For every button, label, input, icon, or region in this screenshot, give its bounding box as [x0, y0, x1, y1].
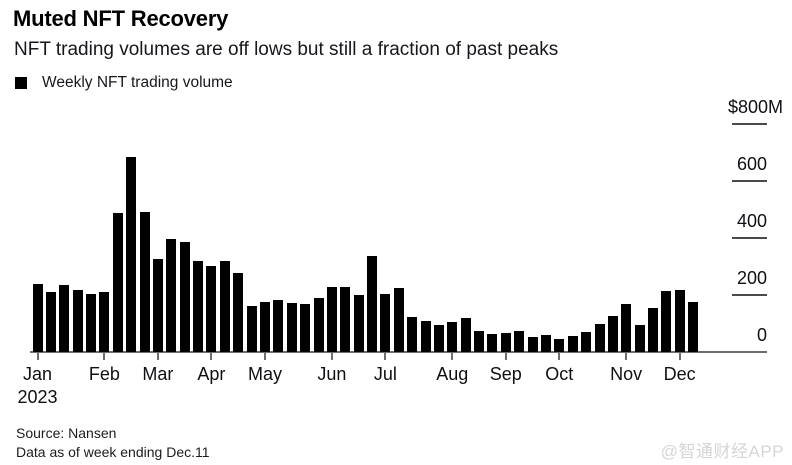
- bar: [219, 261, 230, 352]
- x-axis-label: Jul: [373, 364, 397, 384]
- x-axis-label: Feb: [88, 364, 120, 384]
- bar: [581, 332, 592, 352]
- legend-label: Weekly NFT trading volume: [42, 74, 233, 91]
- bar: [594, 324, 605, 352]
- x-axis-label: May: [247, 364, 282, 384]
- bar: [688, 302, 699, 352]
- bar: [326, 287, 337, 352]
- chart-title: Muted NFT Recovery: [13, 6, 229, 31]
- bar: [246, 306, 257, 352]
- x-axis-tick: [36, 353, 39, 360]
- bar: [353, 295, 364, 352]
- x-axis-label: Oct: [545, 364, 574, 384]
- legend: Weekly NFT trading volume: [15, 74, 233, 92]
- bar: [621, 304, 632, 352]
- x-axis-label: Nov: [610, 364, 643, 384]
- y-axis-label: 400: [736, 211, 767, 231]
- x-axis-tick: [504, 353, 507, 360]
- bar: [527, 337, 538, 352]
- bar: [59, 285, 70, 352]
- bar: [45, 292, 56, 352]
- x-axis-label: Apr: [197, 364, 226, 384]
- chart-subtitle: NFT trading volumes are off lows but sti…: [14, 39, 559, 60]
- y-axis-tick: [732, 294, 767, 296]
- x-axis-tick: [264, 353, 266, 360]
- x-axis-tick: [156, 353, 159, 360]
- bar: [72, 290, 83, 352]
- bar: [166, 239, 177, 352]
- year-label: 2023: [17, 387, 58, 407]
- legend-square-icon: [15, 77, 27, 89]
- bar: [32, 284, 43, 352]
- bar: [648, 308, 658, 352]
- bar: [460, 318, 471, 352]
- x-axis-tick: [103, 353, 106, 360]
- bar: [661, 291, 672, 352]
- source-text: Source: Nansen: [16, 425, 117, 441]
- bar: [407, 317, 418, 352]
- y-axis-label: $800M: [727, 97, 783, 117]
- bar: [152, 259, 163, 352]
- bar: [420, 321, 431, 352]
- bar: [112, 213, 123, 352]
- x-axis-line: [30, 351, 767, 353]
- bar: [193, 261, 204, 352]
- bar: [487, 334, 498, 352]
- bar: [607, 316, 618, 352]
- bar: [340, 287, 351, 352]
- bar: [86, 294, 96, 352]
- bar: [179, 242, 190, 352]
- footer-note: Data as of week ending Dec.11: [16, 444, 210, 460]
- bar: [540, 335, 551, 352]
- bar: [260, 302, 270, 352]
- x-axis-label: Jun: [317, 364, 347, 384]
- y-axis-tick: [732, 237, 767, 239]
- y-axis-label: 200: [736, 268, 767, 288]
- x-axis-label: Sep: [489, 364, 522, 384]
- bar: [567, 336, 578, 352]
- x-axis-label: Mar: [142, 364, 174, 384]
- bar: [99, 292, 110, 352]
- x-axis-tick: [384, 353, 387, 360]
- bar: [367, 256, 377, 352]
- bar: [286, 303, 297, 352]
- watermark: @智通财经APP: [660, 442, 784, 461]
- x-axis-label: Jan: [22, 364, 53, 384]
- bar: [126, 157, 137, 352]
- y-axis-label: 600: [736, 154, 767, 174]
- bar: [273, 300, 284, 352]
- x-axis-tick: [625, 353, 628, 360]
- bar: [233, 273, 244, 352]
- bar: [634, 325, 645, 352]
- y-axis-tick: [732, 180, 767, 182]
- x-axis-label: Aug: [436, 364, 469, 384]
- bar: [139, 212, 150, 352]
- y-axis-tick: [732, 123, 767, 125]
- bar: [554, 339, 565, 352]
- x-axis-tick: [451, 353, 454, 360]
- x-axis-label: Dec: [663, 364, 696, 384]
- x-axis-tick: [210, 353, 213, 360]
- x-axis-tick: [330, 353, 333, 360]
- x-axis-tick: [678, 353, 681, 360]
- bar: [514, 331, 525, 352]
- bar: [474, 331, 484, 352]
- bar: [500, 333, 511, 352]
- source-block: Source: Nansen Data as of week ending De…: [16, 424, 210, 462]
- bar: [447, 322, 458, 352]
- bar: [380, 294, 391, 352]
- bar: [300, 304, 311, 352]
- bar: [393, 288, 404, 352]
- bar: [206, 266, 217, 352]
- bar: [433, 325, 444, 352]
- y-axis-label: 0: [756, 325, 767, 345]
- bar: [313, 298, 324, 352]
- bar: [674, 290, 685, 352]
- x-axis-tick: [558, 353, 561, 360]
